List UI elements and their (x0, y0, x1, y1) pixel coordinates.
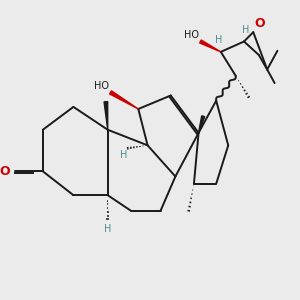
Text: H: H (104, 224, 111, 234)
Text: O: O (255, 16, 265, 29)
Polygon shape (104, 102, 108, 130)
Text: HO: HO (94, 81, 109, 91)
Text: H: H (120, 150, 127, 160)
Polygon shape (200, 40, 221, 52)
Polygon shape (110, 91, 138, 109)
Polygon shape (199, 116, 205, 133)
Text: O: O (0, 165, 10, 178)
Text: H: H (242, 25, 249, 35)
Text: HO: HO (184, 30, 199, 40)
Text: H: H (214, 34, 222, 45)
